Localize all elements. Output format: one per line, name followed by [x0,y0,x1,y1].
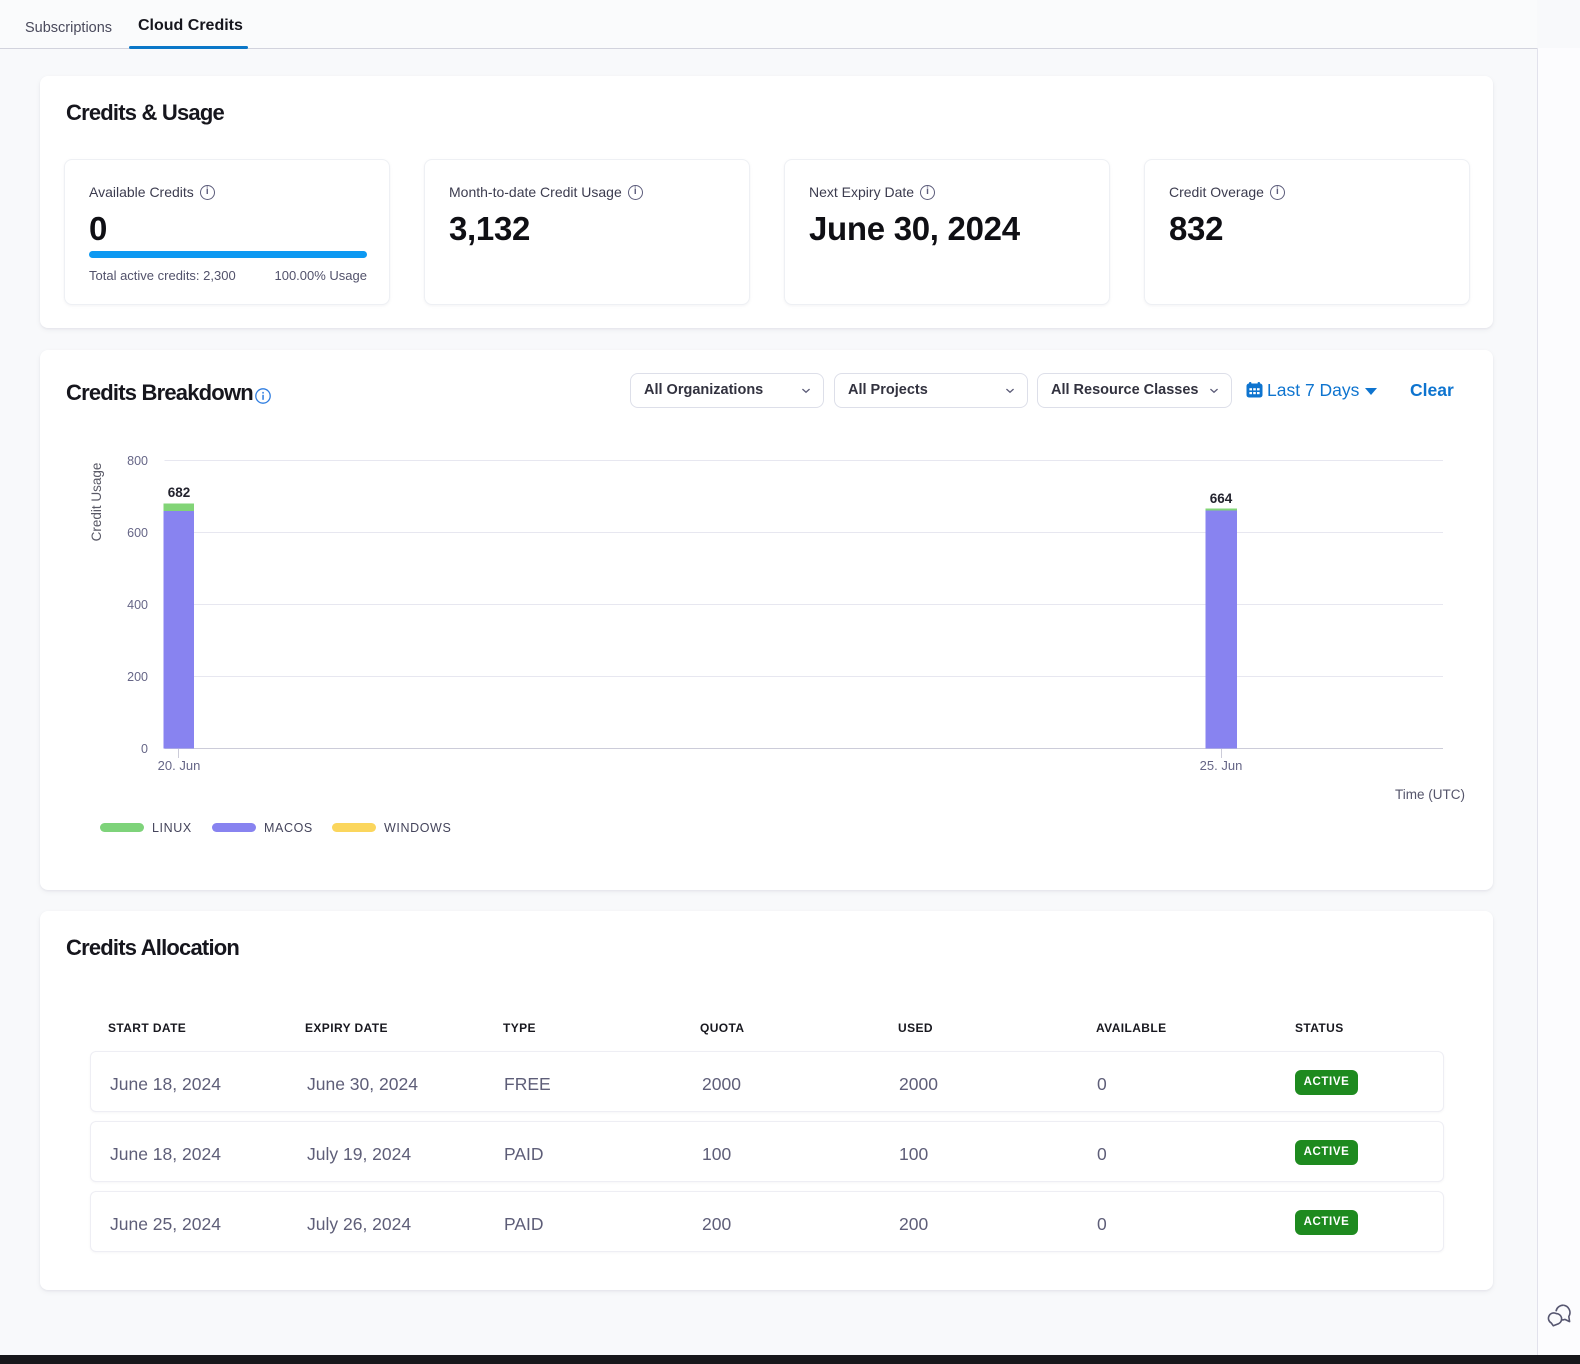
svg-text:25. Jun: 25. Jun [1200,758,1243,773]
svg-text:20. Jun: 20. Jun [158,758,201,773]
svg-text:800: 800 [127,454,148,468]
svg-text:Time (UTC): Time (UTC) [1395,787,1465,802]
svg-text:200: 200 [127,670,148,684]
svg-text:Credit Usage: Credit Usage [89,463,104,542]
svg-text:600: 600 [127,526,148,540]
svg-text:0: 0 [141,742,148,756]
svg-text:682: 682 [168,485,191,500]
svg-text:400: 400 [127,598,148,612]
svg-text:664: 664 [1210,491,1233,506]
